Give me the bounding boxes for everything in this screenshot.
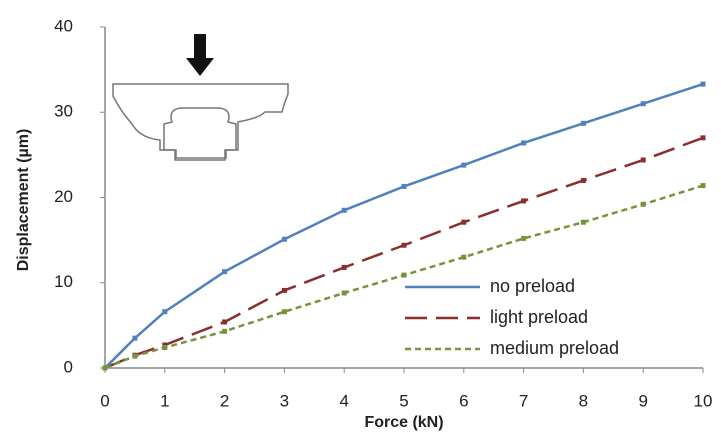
marker bbox=[461, 220, 466, 225]
marker bbox=[282, 309, 287, 314]
x-tick-label: 9 bbox=[638, 391, 647, 410]
marker bbox=[222, 329, 227, 334]
series-line bbox=[105, 84, 703, 368]
marker bbox=[701, 135, 706, 140]
x-tick-label: 7 bbox=[519, 391, 528, 410]
marker bbox=[222, 269, 227, 274]
legend-label: no preload bbox=[490, 276, 575, 296]
legend-label: light preload bbox=[490, 307, 588, 327]
marker bbox=[521, 236, 526, 241]
y-tick-label: 0 bbox=[64, 357, 73, 376]
x-tick-label: 6 bbox=[459, 391, 468, 410]
marker bbox=[342, 290, 347, 295]
x-tick-label: 3 bbox=[280, 391, 289, 410]
marker bbox=[581, 121, 586, 126]
marker bbox=[132, 354, 137, 359]
marker bbox=[222, 319, 227, 324]
y-tick-label: 30 bbox=[54, 102, 73, 121]
x-tick-label: 4 bbox=[339, 391, 348, 410]
marker bbox=[701, 183, 706, 188]
marker bbox=[641, 101, 646, 106]
y-tick-label: 20 bbox=[54, 187, 73, 206]
marker bbox=[402, 184, 407, 189]
y-tick-label: 10 bbox=[54, 272, 73, 291]
x-tick-label: 2 bbox=[220, 391, 229, 410]
marker bbox=[162, 345, 167, 350]
x-tick-label: 5 bbox=[399, 391, 408, 410]
marker bbox=[461, 163, 466, 168]
marker bbox=[521, 198, 526, 203]
x-tick-label: 1 bbox=[160, 391, 169, 410]
marker bbox=[701, 82, 706, 87]
x-axis-title: Force (kN) bbox=[364, 414, 443, 431]
y-tick-label: 40 bbox=[54, 16, 73, 35]
marker bbox=[282, 237, 287, 242]
marker bbox=[581, 178, 586, 183]
marker bbox=[581, 220, 586, 225]
marker bbox=[162, 309, 167, 314]
marker bbox=[521, 140, 526, 145]
marker bbox=[282, 288, 287, 293]
marker bbox=[103, 366, 108, 371]
marker bbox=[402, 273, 407, 278]
legend-label: medium preload bbox=[490, 338, 619, 358]
chart: Force (kN) Displacement (µm) 0 10 20 30 40 0 1… bbox=[0, 0, 721, 435]
series-line bbox=[105, 138, 703, 368]
marker bbox=[402, 243, 407, 248]
marker bbox=[461, 255, 466, 260]
x-tick-label: 10 bbox=[694, 391, 713, 410]
y-axis-title: Displacement (µm) bbox=[15, 129, 32, 272]
x-tick-label: 0 bbox=[100, 391, 109, 410]
inset-rail-drawing bbox=[113, 34, 288, 160]
marker bbox=[342, 265, 347, 270]
marker bbox=[132, 336, 137, 341]
marker bbox=[342, 208, 347, 213]
marker bbox=[641, 202, 646, 207]
marker bbox=[641, 157, 646, 162]
x-tick-label: 8 bbox=[579, 391, 588, 410]
